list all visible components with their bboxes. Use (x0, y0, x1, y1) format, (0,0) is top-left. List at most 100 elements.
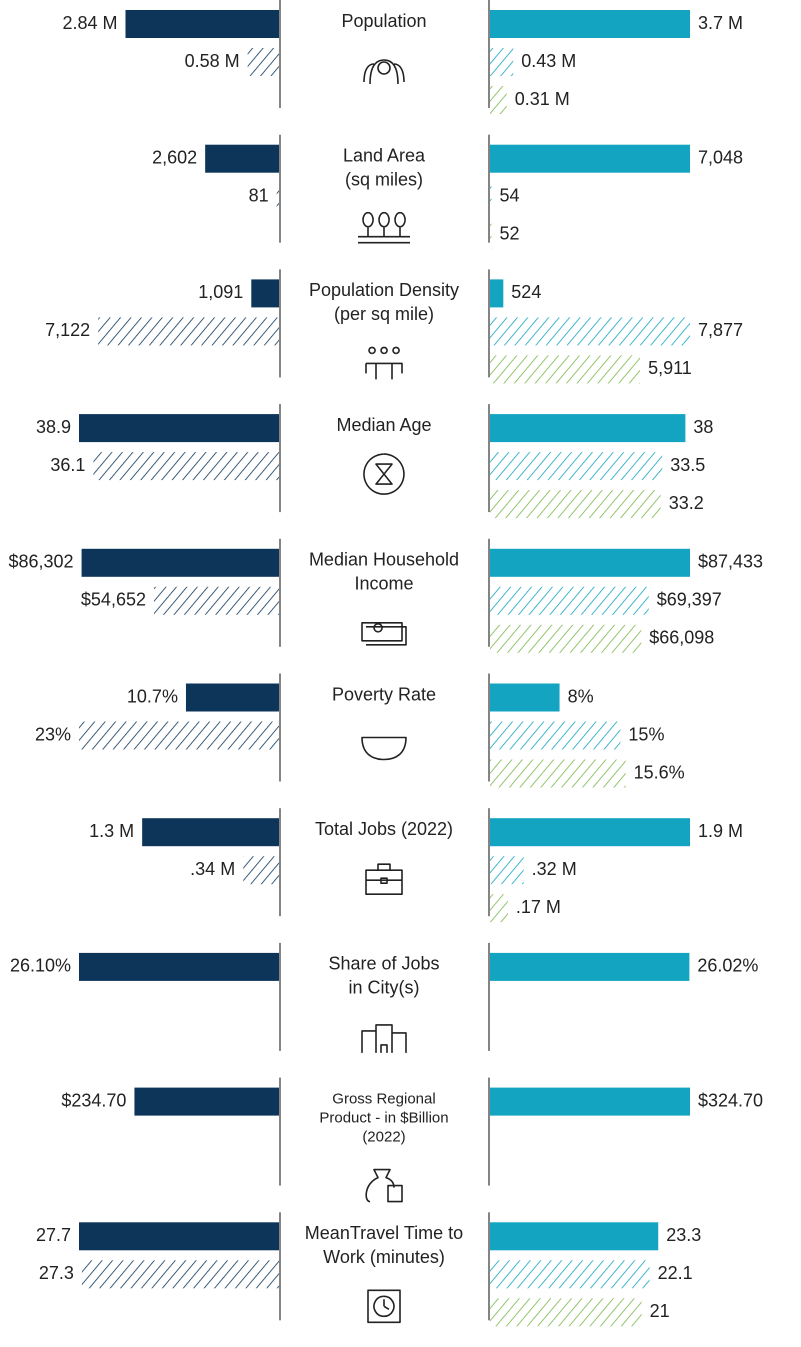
bar (490, 952, 690, 981)
bar (247, 48, 279, 76)
metric-label: Median Household (309, 550, 459, 570)
bar (490, 144, 690, 173)
value-label: 33.2 (669, 493, 704, 513)
value-label: 2,602 (152, 147, 197, 167)
value-label: 81 (249, 185, 269, 205)
bar (490, 182, 492, 211)
bar (490, 317, 690, 346)
value-label: 52 (499, 223, 519, 243)
bar (93, 452, 279, 481)
value-label: 33.5 (670, 455, 705, 475)
value-label: 54 (500, 185, 520, 205)
value-label: 15% (628, 724, 664, 744)
icon (365, 346, 403, 380)
value-label: 38 (693, 417, 713, 437)
value-label: $324.70 (698, 1090, 763, 1110)
value-label: 22.1 (658, 1263, 693, 1283)
metric-label: MeanTravel Time to (305, 1223, 463, 1243)
icon (361, 736, 407, 761)
bar (81, 548, 279, 577)
value-label: 1,091 (198, 282, 243, 302)
metric-label: (sq miles) (345, 169, 423, 189)
metric-label: Total Jobs (2022) (315, 819, 453, 839)
bar (81, 1260, 279, 1289)
value-label: 26.02% (697, 956, 758, 976)
icon (361, 621, 407, 646)
value-label: 5,911 (648, 358, 692, 378)
value-label: 1.9 M (698, 821, 743, 841)
bar (490, 721, 621, 750)
value-label: 23.3 (666, 1225, 701, 1245)
bar (251, 279, 279, 308)
bar (490, 894, 508, 923)
value-label: $69,397 (657, 590, 722, 610)
bar (490, 1222, 659, 1251)
bar (490, 1298, 642, 1327)
bar (490, 856, 524, 885)
value-label: 8% (568, 686, 594, 706)
metric-label: Income (354, 574, 413, 594)
metric-label: Median Age (336, 415, 431, 435)
value-label: 7,048 (698, 147, 743, 167)
bar (490, 1087, 690, 1116)
bar (490, 220, 492, 249)
value-label: 27.3 (39, 1263, 74, 1283)
value-label: $54,652 (81, 590, 146, 610)
value-label: .32 M (532, 859, 577, 879)
bar (490, 548, 690, 577)
value-label: .34 M (190, 859, 235, 879)
metric-label: (per sq mile) (334, 304, 434, 324)
bar (79, 414, 279, 443)
bar (243, 856, 279, 885)
bar (153, 586, 279, 615)
value-label: 0.58 M (185, 51, 240, 71)
bar (205, 144, 279, 173)
bar (79, 721, 279, 750)
metric-label: Gross Regional (332, 1091, 435, 1108)
bar (490, 452, 663, 481)
value-label: $86,302 (9, 552, 74, 572)
bar (276, 182, 279, 211)
metric-label: (2022) (362, 1129, 405, 1146)
icon (365, 863, 403, 896)
value-label: 38.9 (36, 417, 71, 437)
bar (490, 624, 642, 653)
value-label: 3.7 M (698, 13, 743, 33)
value-label: $234.70 (61, 1090, 126, 1110)
value-label: 2.84 M (62, 13, 117, 33)
metric-label: Population (341, 11, 426, 31)
bar (490, 48, 514, 76)
metric-label: Poverty Rate (332, 684, 436, 704)
icon (363, 453, 405, 495)
metric-label: in City(s) (349, 978, 420, 998)
bar (490, 1260, 650, 1289)
value-label: 21 (650, 1301, 670, 1321)
bar (490, 279, 504, 308)
bar (490, 818, 690, 847)
metric-label: Land Area (343, 145, 426, 165)
bar (490, 86, 507, 114)
value-label: $66,098 (649, 628, 714, 648)
icon (367, 1289, 401, 1324)
bar (185, 683, 279, 712)
metric-label: Population Density (309, 280, 459, 300)
value-label: 0.31 M (515, 89, 570, 109)
bar (490, 414, 686, 443)
value-label: 1.3 M (89, 821, 134, 841)
value-label: 26.10% (10, 956, 71, 976)
bar (142, 818, 279, 847)
value-label: 10.7% (127, 686, 178, 706)
bar (79, 1222, 279, 1251)
metric-label: Work (minutes) (323, 1247, 445, 1267)
value-label: 7,122 (45, 320, 90, 340)
icon (365, 1168, 403, 1203)
bar (490, 355, 641, 384)
value-label: 36.1 (50, 455, 85, 475)
bar (490, 490, 661, 519)
value-label: 524 (511, 282, 541, 302)
bar (490, 759, 626, 788)
value-label: .17 M (516, 897, 561, 917)
icon (361, 1024, 407, 1053)
